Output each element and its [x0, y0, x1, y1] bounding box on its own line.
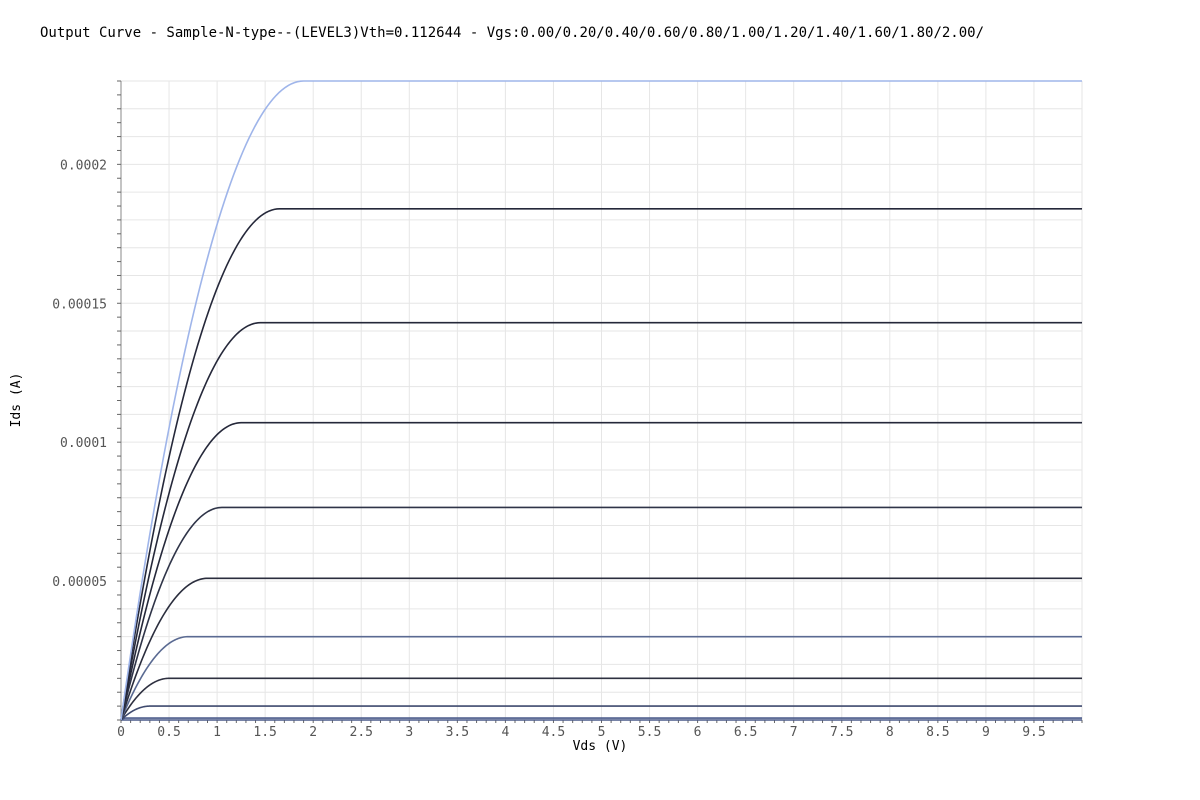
- x-tick-label: 8: [886, 725, 894, 740]
- x-tick-label: 3.5: [446, 725, 469, 740]
- x-axis-label: Vds (V): [573, 739, 628, 754]
- curves: [120, 80, 1082, 721]
- x-tick-label: 6.5: [734, 725, 757, 740]
- x-tick-label: 2: [309, 725, 317, 740]
- grid: [121, 80, 1083, 720]
- x-tick-label: 7: [790, 725, 798, 740]
- x-tick-label: 8.5: [926, 725, 949, 740]
- x-tick-label: 1: [213, 725, 221, 740]
- series-line: [120, 506, 1082, 721]
- x-tick-label: 5: [598, 725, 606, 740]
- series-line: [120, 421, 1082, 721]
- x-tick-label: 0: [117, 725, 125, 740]
- series-line: [120, 321, 1082, 721]
- x-tick-label: 6: [694, 725, 702, 740]
- x-tick-label: 9: [982, 725, 990, 740]
- x-tick-label: 9.5: [1022, 725, 1045, 740]
- x-tick-label: 1.5: [253, 725, 276, 740]
- y-tick-label: 0.0002: [60, 158, 107, 173]
- chart-title: Output Curve - Sample-N-type--(LEVEL3)Vt…: [40, 25, 984, 41]
- y-tick-label: 0.00015: [52, 297, 107, 312]
- x-tick-label: 5.5: [638, 725, 661, 740]
- series-line: [120, 635, 1082, 721]
- series-line: [120, 705, 1082, 721]
- x-tick-label: 7.5: [830, 725, 853, 740]
- x-tick-label: 3: [405, 725, 413, 740]
- series-line: [120, 208, 1082, 721]
- x-tick-label: 2.5: [350, 725, 373, 740]
- axes: [117, 80, 1083, 723]
- series-line: [120, 577, 1082, 721]
- series-line: [120, 80, 1082, 721]
- y-axis-label: Ids (A): [9, 373, 24, 428]
- x-tick-label: 4: [501, 725, 509, 740]
- x-tick-label: 4.5: [542, 725, 565, 740]
- tick-labels: 0 0.5 1 1.5 2 2.5 3 3.5 4 4.5 5 5.5 6 6.5 7 7.5 8 8.5 9 9.5…: [52, 158, 1045, 740]
- series-line: [120, 677, 1082, 721]
- y-tick-label: 0.00005: [52, 575, 107, 590]
- x-tick-label: 0.5: [157, 725, 180, 740]
- y-tick-label: 0.0001: [60, 436, 107, 451]
